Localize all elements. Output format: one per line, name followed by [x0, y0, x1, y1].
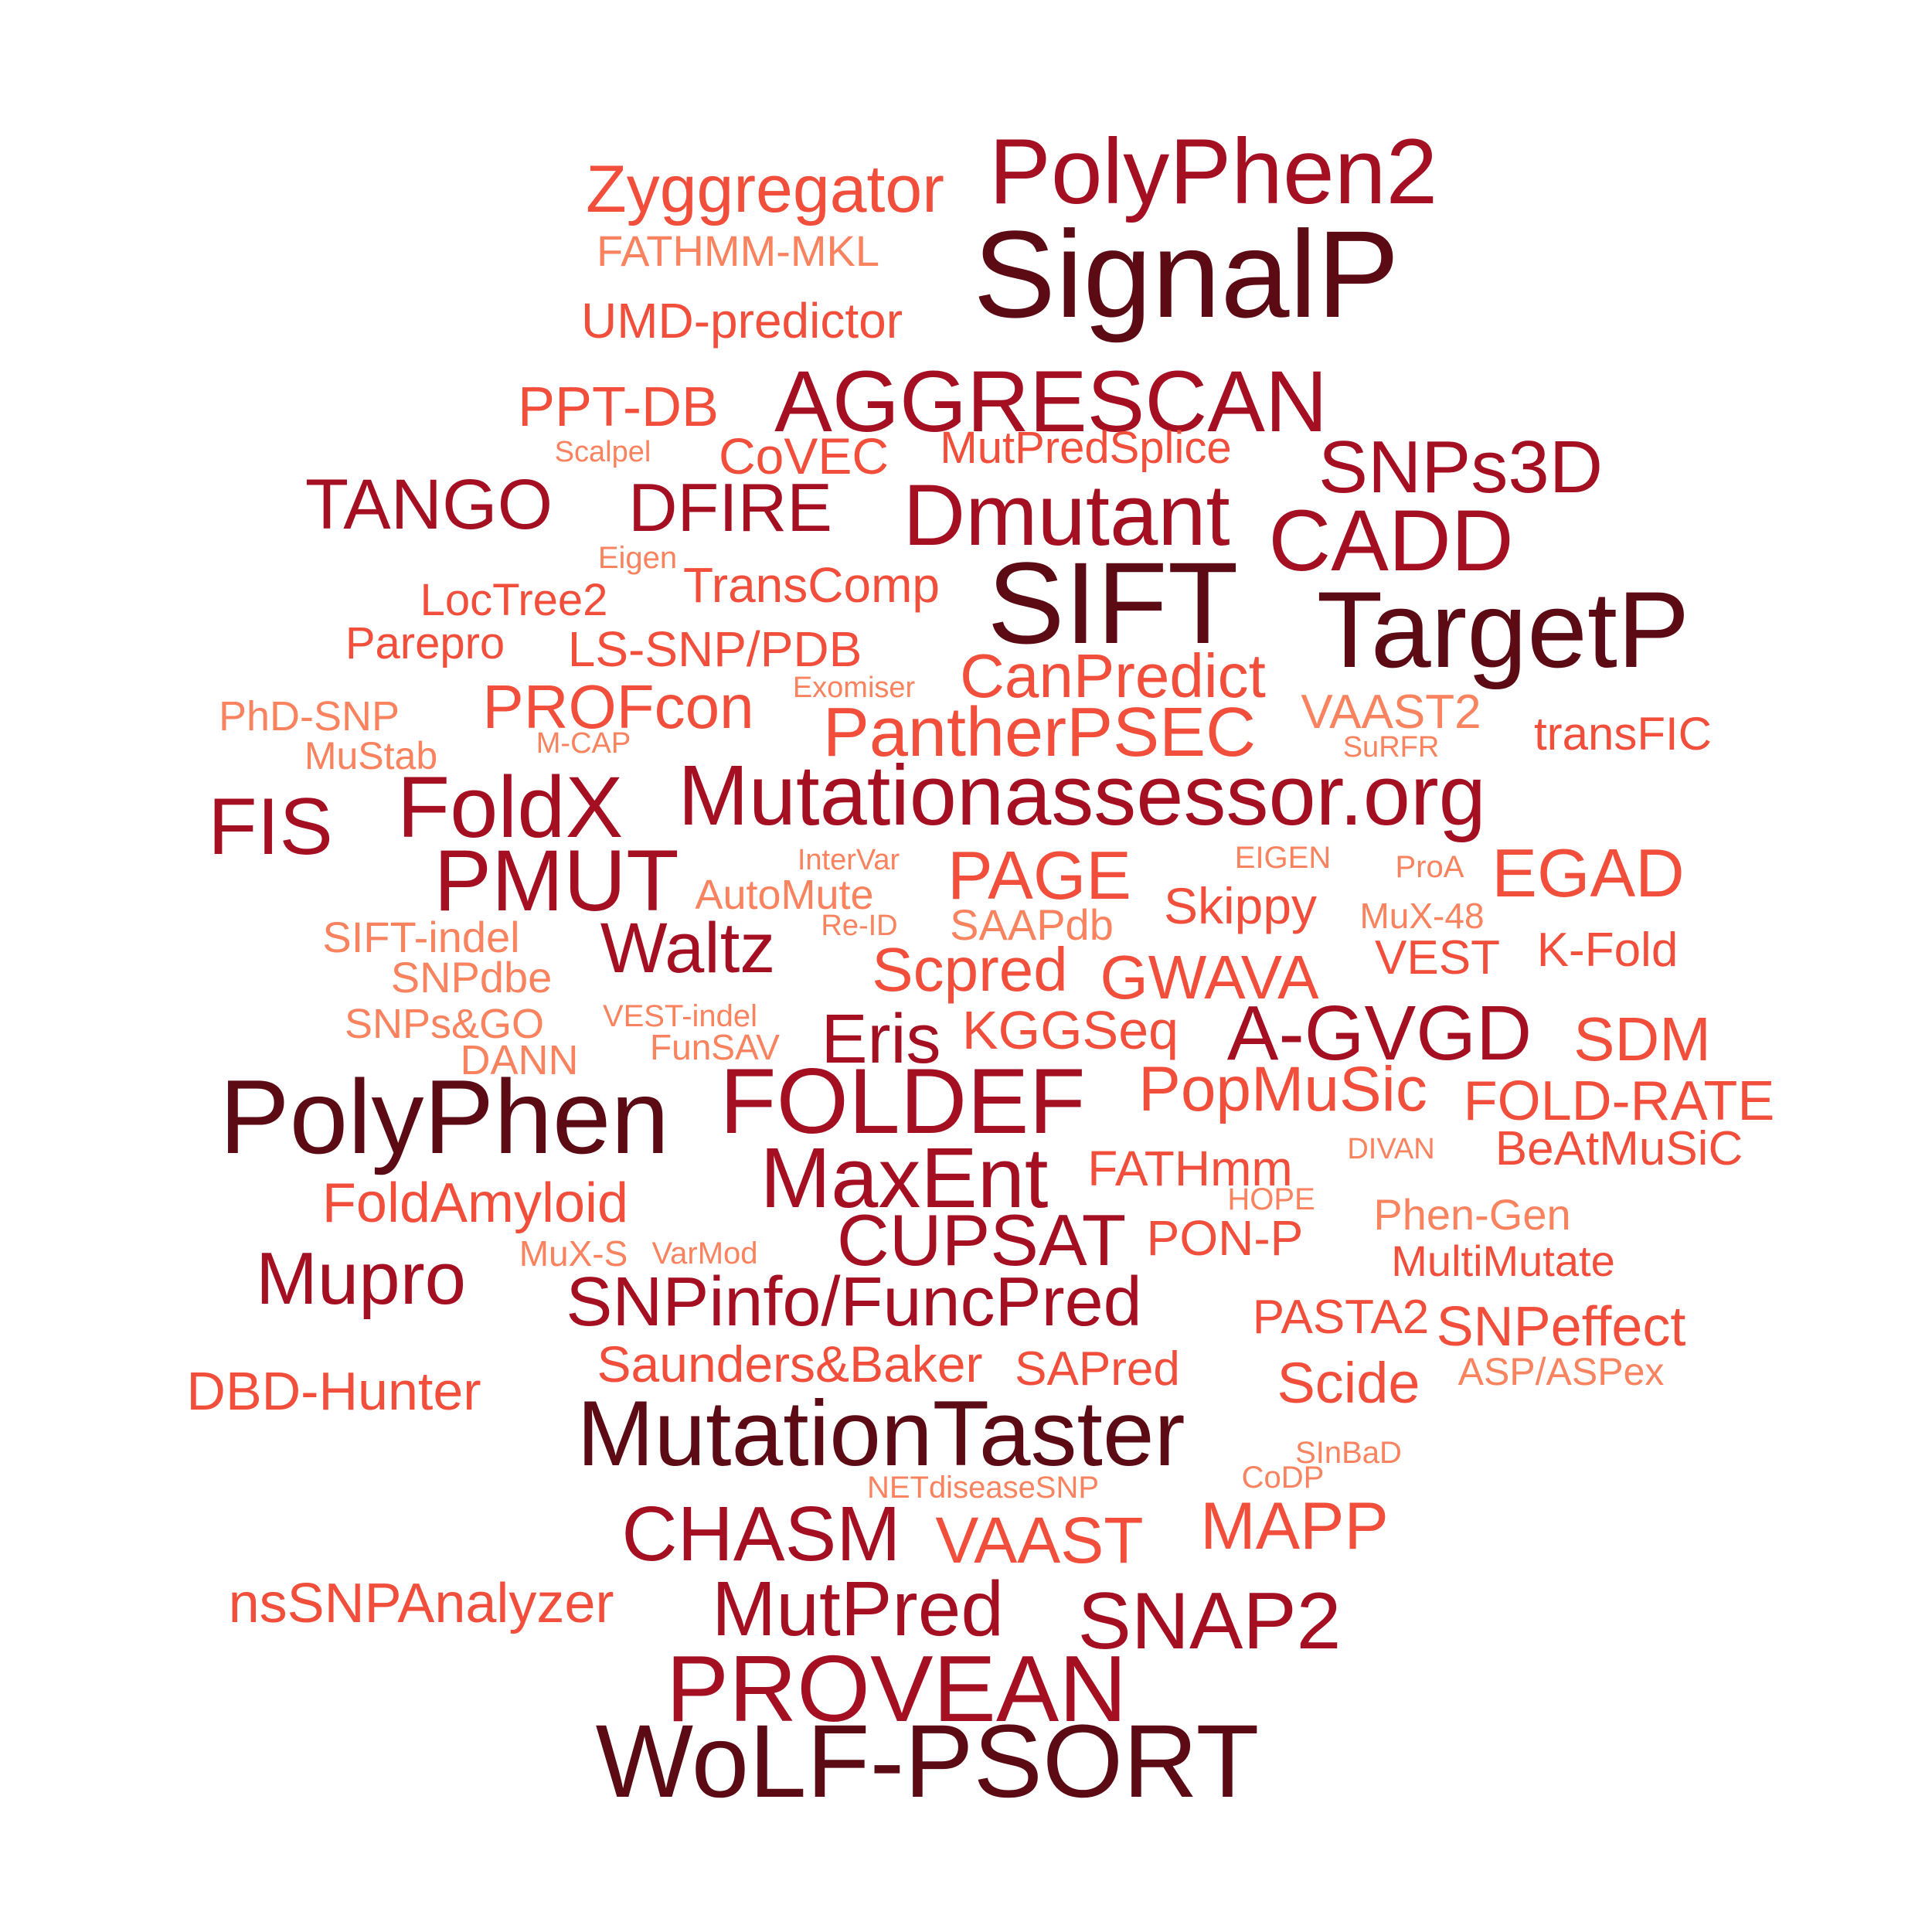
word: CoDP [1241, 1461, 1325, 1495]
word: SNPeffect [1436, 1296, 1686, 1358]
word: PROVEAN [665, 1636, 1128, 1741]
word: MuX-48 [1359, 896, 1485, 936]
word: FATHMM-MKL [596, 226, 880, 275]
word: FATHmm [1087, 1141, 1293, 1196]
word: SNPs3D [1318, 426, 1604, 509]
word: KGGSeq [961, 1000, 1179, 1060]
word: CHASM [621, 1491, 901, 1577]
word: PON-P [1146, 1210, 1304, 1266]
word: LS-SNP/PDB [567, 621, 862, 677]
word: Saunders&Baker [597, 1335, 983, 1393]
word: CADD [1268, 492, 1514, 589]
word: Exomiser [792, 672, 916, 704]
word: FunSAV [650, 1027, 780, 1067]
word: Scalpel [554, 436, 651, 468]
word: InterVar [797, 844, 900, 876]
word: EIGEN [1234, 841, 1332, 875]
word: K-Fold [1536, 923, 1679, 977]
word: TANGO [304, 465, 553, 544]
word: PolyPhen [219, 1058, 670, 1175]
word: FOLDEF [719, 1049, 1086, 1153]
word: VAAST2 [1301, 685, 1481, 739]
word: SIFT [987, 538, 1239, 668]
word: SInBaD [1295, 1436, 1402, 1470]
word: Waltz [600, 909, 776, 988]
word: Re-ID [821, 910, 898, 942]
word: WoLF-PSORT [595, 1704, 1260, 1819]
word: VEST-indel [602, 999, 758, 1033]
word: DFIRE [628, 469, 832, 546]
word: PASTA2 [1252, 1291, 1430, 1344]
word: PopMuSic [1138, 1054, 1427, 1124]
word: BeAtMuSiC [1495, 1122, 1743, 1175]
word: M-CAP [536, 727, 631, 760]
word: PAGE [947, 837, 1132, 913]
word: SNPs&GO [344, 1001, 545, 1047]
word: CoVEC [718, 427, 889, 485]
word: CanPredict [960, 641, 1266, 710]
word: SignalP [973, 205, 1400, 343]
word: Parepro [345, 618, 505, 668]
word: SIFT-indel [322, 913, 520, 961]
word: TransComp [683, 557, 940, 613]
word: FoldX [396, 759, 624, 855]
word: NETdiseaseSNP [866, 1471, 1100, 1505]
word: AutoMute [695, 872, 874, 918]
word: DBD-Hunter [186, 1361, 481, 1421]
word: Eigen [597, 541, 678, 575]
word: Mupro [255, 1237, 467, 1320]
word: CUPSAT [836, 1199, 1127, 1281]
word: SuRFR [1342, 731, 1440, 764]
word: MuX-S [519, 1233, 628, 1274]
word: ProA [1395, 850, 1464, 884]
word: MultiMutate [1391, 1236, 1615, 1285]
word: SNPdbe [390, 953, 553, 1002]
word: Dmutant [903, 467, 1230, 563]
word: VAAST [935, 1504, 1144, 1577]
word: SDM [1573, 1005, 1711, 1073]
word: Phen-Gen [1373, 1190, 1571, 1239]
word: HOPE [1227, 1182, 1315, 1216]
word: Eris [821, 1001, 941, 1078]
word: LocTree2 [420, 575, 608, 625]
word: EGAD [1492, 835, 1685, 911]
word: MuStab [304, 734, 438, 777]
word: DANN [460, 1037, 579, 1083]
word: FOLD-RATE [1463, 1070, 1775, 1132]
word: FIS [208, 782, 333, 872]
word: PolyPhen2 [988, 120, 1438, 223]
word: PhD-SNP [218, 693, 400, 740]
word: VEST [1375, 931, 1500, 985]
word: A-GVGD [1226, 990, 1532, 1077]
word: MAPP [1200, 1489, 1389, 1563]
word: nsSNPAnalyzer [228, 1573, 614, 1634]
word: GWAVA [1100, 943, 1319, 1012]
word: MutationTaster [577, 1382, 1185, 1485]
word: Scide [1277, 1351, 1420, 1415]
word: SAPred [1015, 1342, 1180, 1396]
word: SNAP2 [1077, 1577, 1342, 1666]
word: DIVAN [1347, 1133, 1435, 1165]
word: AGGRESCAN [774, 353, 1328, 450]
word: PMUT [434, 832, 679, 929]
word: MaxEnt [760, 1131, 1049, 1226]
word: PantherPSEC [822, 694, 1257, 771]
word: TargetP [1316, 569, 1690, 690]
word: transFIC [1533, 708, 1713, 760]
word: FoldAmyloid [321, 1172, 629, 1234]
word: MutPred [712, 1566, 1004, 1652]
word: Zyggregator [586, 152, 944, 226]
word: ASP/ASPex [1458, 1350, 1665, 1393]
word: UMD-predictor [580, 293, 903, 349]
word: Mutationassessor.org [678, 748, 1486, 843]
word: SAAPdb [950, 900, 1114, 949]
word: SNPinfo/FuncPred [566, 1264, 1142, 1341]
word: Skippy [1163, 877, 1318, 934]
word: Scpred [872, 935, 1068, 1004]
word: PPT-DB [517, 376, 719, 438]
word: PROFcon [482, 672, 754, 741]
word: MutPredSplice [940, 423, 1232, 473]
word: VarMod [651, 1236, 758, 1270]
